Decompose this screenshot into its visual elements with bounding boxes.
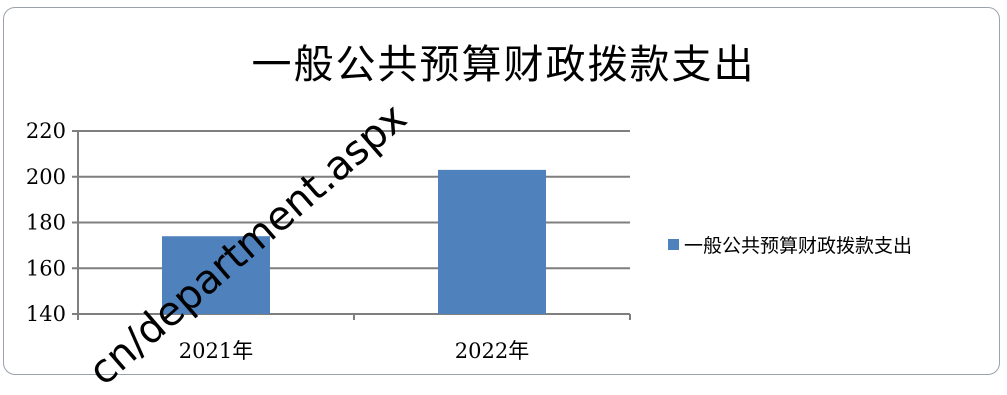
legend-swatch xyxy=(668,239,679,250)
bar-2021年 xyxy=(162,236,270,314)
x-tick-label: 2021年 xyxy=(179,339,253,363)
chart-title: 一般公共预算财政拨款支出 xyxy=(251,42,756,88)
y-tick-label: 220 xyxy=(26,119,66,143)
y-tick-label: 200 xyxy=(26,165,66,189)
legend-label: 一般公共预算财政拨款支出 xyxy=(684,235,913,257)
y-tick-label: 160 xyxy=(26,256,66,280)
bar-2022年 xyxy=(438,169,546,314)
y-tick-label: 140 xyxy=(26,302,66,326)
x-tick-label: 2022年 xyxy=(455,339,529,363)
y-tick-label: 180 xyxy=(26,211,66,235)
chart-plot: 140 160 180 200 220 2021年 2022年 xyxy=(26,119,631,363)
chart-legend: 一般公共预算财政拨款支出 xyxy=(668,231,912,258)
